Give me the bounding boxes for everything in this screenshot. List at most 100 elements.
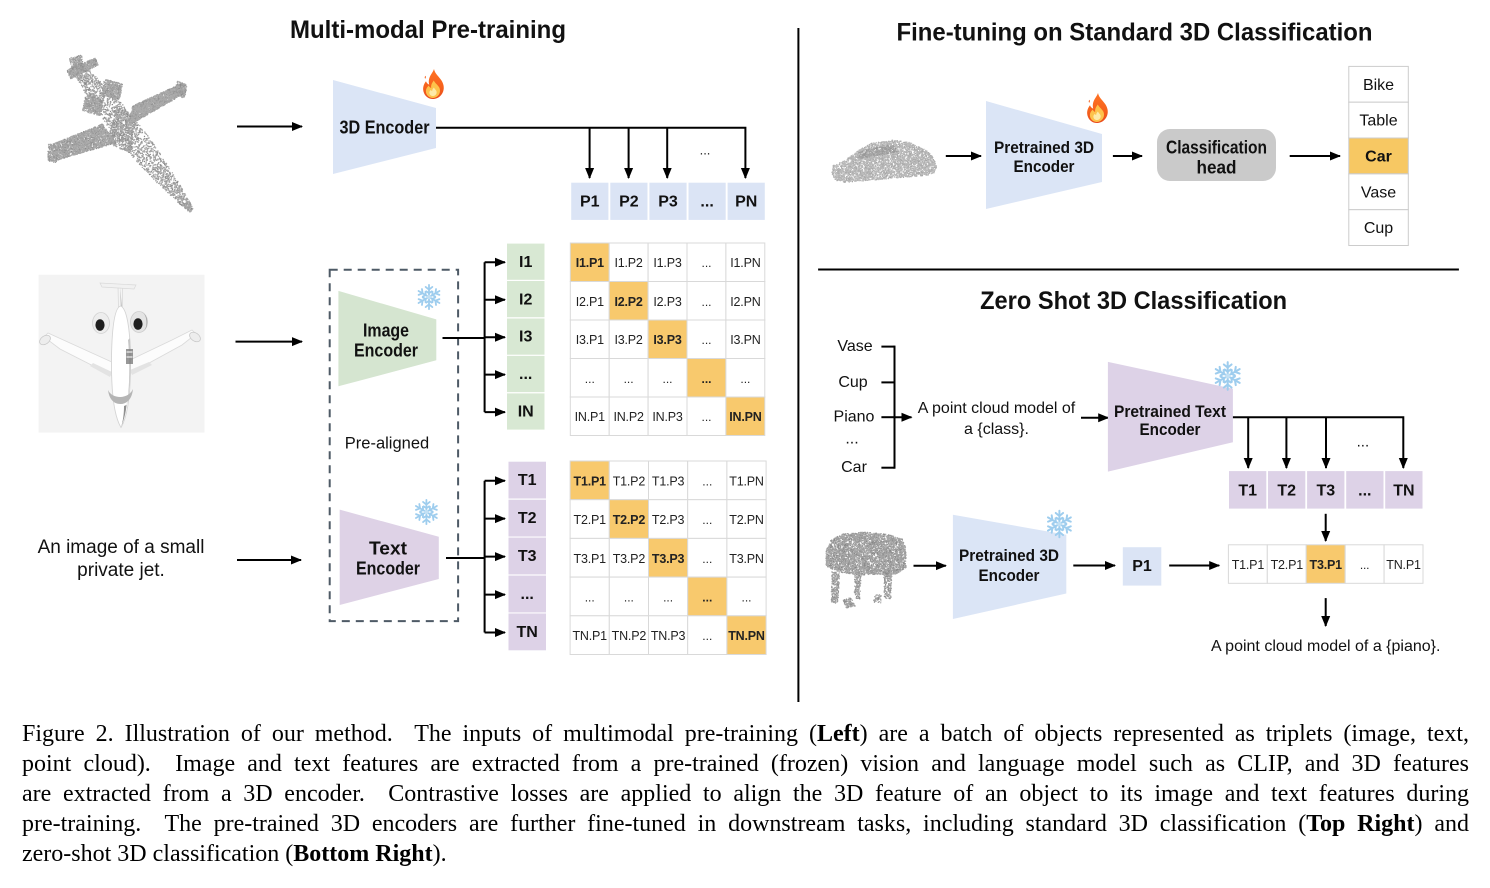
svg-text:...: ...	[662, 372, 672, 386]
svg-text:T3: T3	[1316, 482, 1335, 499]
svg-text:T3.P2: T3.P2	[613, 552, 646, 566]
svg-text:I2.P2: I2.P2	[615, 295, 643, 309]
svg-text:TN.P2: TN.P2	[612, 629, 647, 643]
svg-text:...: ...	[845, 431, 858, 448]
svg-text:T1.P1: T1.P1	[1232, 558, 1265, 572]
svg-text:A point cloud model of: A point cloud model of	[918, 400, 1076, 417]
svg-text:Pretrained 3D: Pretrained 3D	[994, 138, 1094, 157]
svg-text:Car: Car	[1365, 149, 1392, 166]
svg-text:T2.P3: T2.P3	[652, 513, 685, 527]
svg-text:P1: P1	[1132, 558, 1152, 575]
svg-text:...: ...	[585, 372, 595, 386]
svg-text:I3.P3: I3.P3	[653, 333, 681, 347]
svg-text:T2.P2: T2.P2	[613, 513, 646, 527]
svg-text:T3.P1: T3.P1	[1310, 558, 1343, 572]
svg-text:I1.P1: I1.P1	[576, 256, 604, 270]
svg-text:I1.PN: I1.PN	[730, 256, 760, 270]
svg-text:Classification: Classification	[1166, 138, 1267, 158]
svg-text:Vase: Vase	[837, 338, 872, 355]
svg-text:TN: TN	[517, 624, 538, 641]
svg-text:Car: Car	[841, 459, 867, 476]
svg-text:Fine-tuning on Standard 3D Cla: Fine-tuning on Standard 3D Classificatio…	[897, 19, 1373, 47]
svg-text:IN.PN: IN.PN	[729, 410, 762, 424]
svg-text:I3.P2: I3.P2	[615, 333, 643, 347]
svg-text:Pretrained 3D: Pretrained 3D	[959, 546, 1059, 565]
svg-text:...: ...	[585, 591, 595, 605]
svg-text:T1.P3: T1.P3	[652, 474, 685, 488]
svg-text:...: ...	[1360, 558, 1369, 572]
svg-text:Cup: Cup	[838, 374, 867, 391]
svg-text:...: ...	[624, 591, 634, 605]
svg-text:Text: Text	[369, 539, 407, 559]
svg-text:Cup: Cup	[1364, 220, 1393, 237]
svg-text:...: ...	[700, 143, 711, 158]
svg-text:...: ...	[702, 474, 712, 488]
svg-text:...: ...	[521, 586, 534, 603]
svg-text:...: ...	[1357, 434, 1370, 451]
svg-text:...: ...	[740, 372, 750, 386]
svg-text:...: ...	[663, 591, 673, 605]
svg-text:IN.P1: IN.P1	[575, 410, 606, 424]
svg-text:a {class}.: a {class}.	[964, 421, 1029, 438]
svg-text:head: head	[1197, 158, 1237, 178]
svg-text:IN.P3: IN.P3	[652, 410, 683, 424]
svg-text:Encoder: Encoder	[356, 559, 420, 579]
svg-text:...: ...	[702, 591, 712, 605]
svg-text:Image: Image	[363, 321, 409, 341]
svg-text:TN.P1: TN.P1	[572, 629, 607, 643]
svg-text:I1.P2: I1.P2	[615, 256, 643, 270]
svg-text:I3.PN: I3.PN	[730, 333, 760, 347]
svg-text:...: ...	[702, 513, 712, 527]
svg-text:...: ...	[741, 591, 751, 605]
svg-text:A point cloud model of a {pian: A point cloud model of a {piano}.	[1211, 638, 1441, 655]
svg-text:P1: P1	[580, 193, 600, 210]
svg-text:IN: IN	[518, 404, 534, 421]
svg-text:Encoder: Encoder	[1014, 157, 1075, 176]
svg-text:...: ...	[701, 372, 711, 386]
svg-text:Bike: Bike	[1363, 77, 1394, 94]
svg-text:I1.P3: I1.P3	[653, 256, 681, 270]
svg-text:private jet.: private jet.	[77, 560, 165, 581]
svg-text:TN: TN	[1393, 482, 1414, 499]
svg-text:...: ...	[1358, 482, 1371, 499]
svg-text:T2: T2	[1277, 482, 1296, 499]
svg-text:Encoder: Encoder	[979, 566, 1040, 585]
svg-text:Encoder: Encoder	[354, 341, 418, 361]
svg-text:T2.P1: T2.P1	[574, 513, 607, 527]
svg-text:Pretrained Text: Pretrained Text	[1114, 402, 1226, 421]
svg-text:I2.PN: I2.PN	[730, 295, 760, 309]
svg-text:Vase: Vase	[1361, 184, 1396, 201]
svg-text:...: ...	[702, 629, 712, 643]
svg-text:T3.P3: T3.P3	[652, 552, 685, 566]
svg-text:Table: Table	[1359, 113, 1397, 130]
svg-text:I2: I2	[519, 291, 532, 308]
svg-text:TN.P3: TN.P3	[651, 629, 686, 643]
svg-text:T1.P1: T1.P1	[574, 474, 607, 488]
svg-text:...: ...	[701, 410, 711, 424]
svg-text:...: ...	[701, 295, 711, 309]
svg-text:T1.PN: T1.PN	[729, 474, 764, 488]
svg-text:P3: P3	[658, 193, 678, 210]
svg-text:I3: I3	[519, 329, 532, 346]
svg-text:PN: PN	[735, 193, 757, 210]
svg-text:I2.P1: I2.P1	[576, 295, 604, 309]
svg-text:T1.P2: T1.P2	[613, 474, 646, 488]
svg-text:T1: T1	[1238, 482, 1257, 499]
svg-text:TN.PN: TN.PN	[728, 629, 765, 643]
svg-text:T3.P1: T3.P1	[574, 552, 607, 566]
svg-text:Encoder: Encoder	[1140, 420, 1201, 439]
svg-text:I1: I1	[519, 254, 532, 271]
svg-text:T2.P1: T2.P1	[1271, 558, 1304, 572]
svg-text:...: ...	[701, 333, 711, 347]
svg-text:...: ...	[700, 193, 713, 210]
svg-text:IN.P2: IN.P2	[613, 410, 644, 424]
svg-text:T3: T3	[518, 548, 537, 565]
svg-text:T2.PN: T2.PN	[729, 513, 764, 527]
svg-text:T2: T2	[518, 510, 537, 527]
svg-text:3D Encoder: 3D Encoder	[340, 118, 430, 138]
svg-text:...: ...	[519, 366, 532, 383]
svg-text:Zero Shot 3D Classification: Zero Shot 3D Classification	[980, 287, 1287, 315]
svg-text:Pre-aligned: Pre-aligned	[345, 435, 429, 453]
svg-text:An image of a small: An image of a small	[38, 537, 205, 558]
svg-text:I3.P1: I3.P1	[576, 333, 604, 347]
